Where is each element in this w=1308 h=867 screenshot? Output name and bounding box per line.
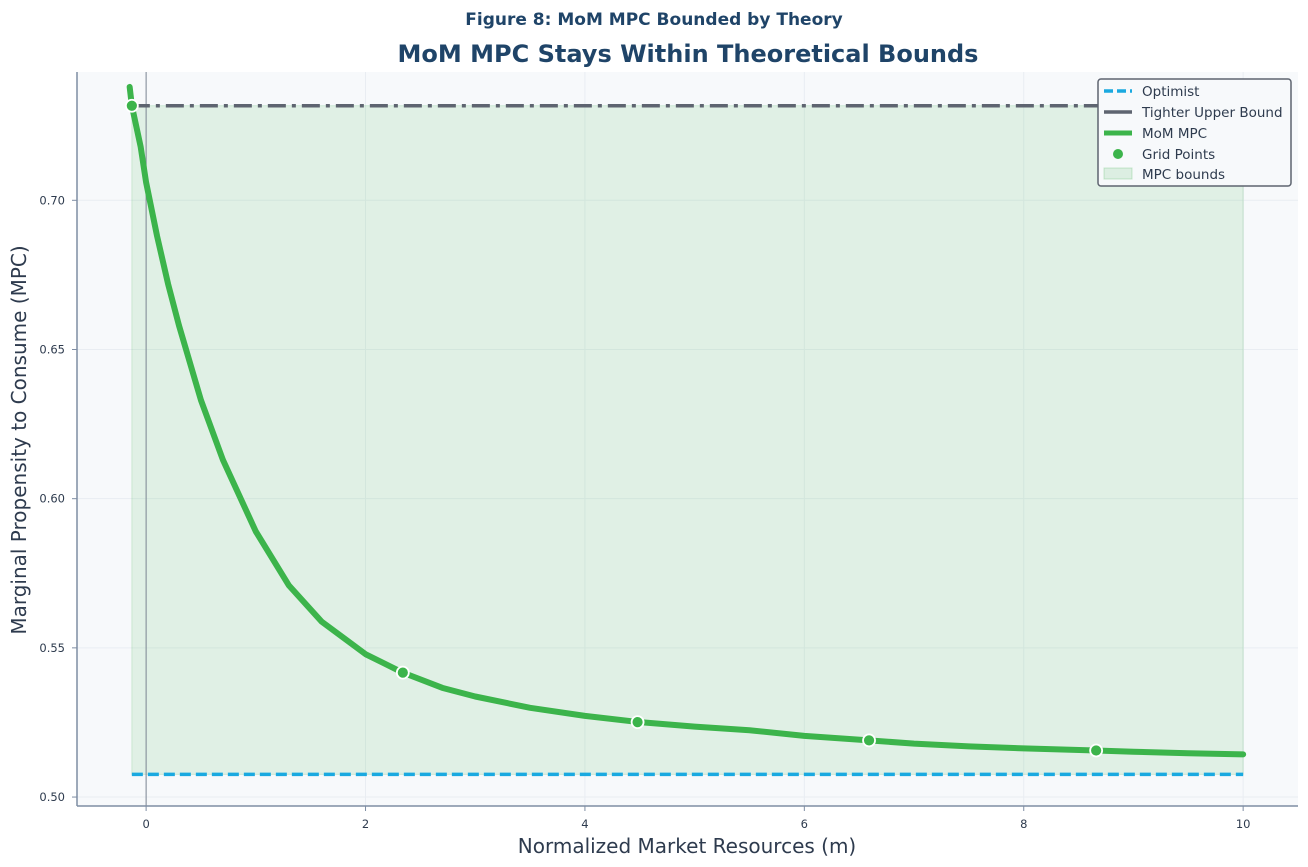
y-axis-label: Marginal Propensity to Consume (MPC)	[7, 245, 31, 634]
plot-area	[77, 72, 1298, 806]
grid-point	[1089, 743, 1104, 758]
grid-lines	[77, 72, 1298, 806]
y-tick-label: 0.55	[39, 641, 65, 655]
x-tick-label: 4	[581, 817, 588, 831]
grid-point	[862, 733, 876, 748]
legend-box	[1097, 78, 1292, 187]
figure-title: Figure 8: MoM MPC Bounded by Theory	[465, 10, 842, 30]
series-line-mom-mpc	[126, 83, 1247, 758]
legend-label-mom-mpc: MoM MPC	[1142, 126, 1207, 142]
legend-swatch-mpc-bounds	[1103, 167, 1133, 180]
chart-title: MoM MPC Stays Within Theoretical Bounds	[398, 40, 979, 68]
x-tick-label: 6	[801, 817, 808, 831]
mpc-bounds-area	[131, 105, 1244, 775]
grid-point	[630, 715, 645, 730]
series-lines-layer	[126, 83, 1247, 777]
grid-point	[395, 665, 410, 680]
legend-label-grid-points: Grid Points	[1142, 147, 1215, 163]
legend-label-optimist: Optimist	[1142, 84, 1199, 100]
y-tick-label: 0.70	[39, 193, 65, 207]
bounds-fill-layer	[131, 105, 1244, 775]
x-tick-label: 8	[1020, 817, 1027, 831]
y-tick-label: 0.50	[39, 790, 65, 804]
legend-label-mpc-bounds: MPC bounds	[1142, 167, 1225, 183]
grid-point	[124, 98, 139, 113]
y-tick-label: 0.65	[39, 342, 65, 356]
legend-swatch-grid-points	[1113, 149, 1123, 159]
grid-points-layer	[124, 98, 1104, 758]
legend-label-upper-bound: Tighter Upper Bound	[1141, 105, 1283, 121]
ticks-layer: 0 2 4 6 8 10 0.50 0.55 0.60 0.65 0.70	[39, 193, 1250, 831]
x-tick-label: 0	[142, 817, 149, 831]
legend: Optimist Tighter Upper Bound MoM MPC Gri…	[1097, 78, 1292, 187]
x-axis-label: Normalized Market Resources (m)	[518, 834, 856, 858]
x-tick-label: 10	[1236, 817, 1251, 831]
x-tick-label: 2	[362, 817, 369, 831]
y-tick-label: 0.60	[39, 492, 65, 506]
